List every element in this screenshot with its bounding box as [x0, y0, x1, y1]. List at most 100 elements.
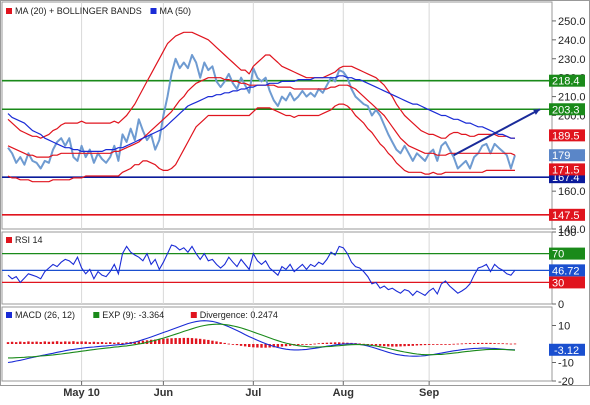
macd-divergence-bar: [51, 341, 55, 344]
price-value-tag-label-2: 171.5: [552, 164, 580, 176]
macd-divergence-bar: [391, 344, 394, 347]
macd-divergence-bar: [464, 343, 468, 345]
macd-divergence-bar: [243, 344, 247, 347]
macd-divergence-bar: [489, 342, 492, 344]
macd-divergence-bar: [415, 344, 419, 346]
macd-value-tag-0: [549, 343, 585, 356]
price-value-tag-1: [549, 149, 585, 162]
macd-divergence-bar: [399, 344, 402, 347]
price-value-tag-0: [549, 129, 585, 142]
macd-divergence-bar: [59, 341, 63, 344]
price-ytick-label-8: 230.0: [558, 54, 586, 66]
macd-divergence-bar: [137, 341, 141, 344]
macd-divergence-bar: [64, 341, 67, 344]
macd-divergence-bar: [513, 343, 517, 345]
macd-divergence-bar: [104, 342, 108, 344]
rsi-hline-label-0: 70: [552, 249, 564, 261]
rsi-legend-swatch-0: [6, 237, 12, 243]
price-hline-tag-3: [549, 208, 585, 221]
macd-divergence-bar: [423, 344, 427, 346]
macd-divergence-bar: [76, 341, 79, 344]
macd-divergence-bar: [223, 342, 226, 344]
macd-divergence-bar: [133, 341, 136, 344]
macd-divergence-bar: [252, 344, 255, 348]
price-hline-label-3: 147.5: [552, 210, 580, 222]
macd-divergence-bar: [501, 343, 504, 345]
macd-divergence-bar: [456, 343, 459, 345]
macd-divergence-bar: [215, 341, 218, 344]
macd-divergence-bar: [55, 341, 59, 344]
macd-divergence-bar: [268, 344, 271, 348]
x-label-2: Jul: [245, 387, 261, 399]
macd-divergence-bar: [194, 338, 198, 344]
price-series-bb_upper: [7, 31, 515, 139]
macd-divergence-bar: [448, 344, 451, 345]
macd-divergence-bar: [378, 344, 382, 346]
price-hline-tag-0: [549, 74, 585, 87]
macd-divergence-bar: [411, 344, 414, 346]
macd-divergence-bar: [88, 342, 91, 344]
macd-ytick-label-0: -20: [558, 376, 574, 388]
macd-divergence-bar: [190, 338, 194, 344]
macd-divergence-bar: [39, 341, 42, 344]
rsi-hline-label-1: 30: [552, 277, 564, 289]
macd-divergence-bar: [27, 341, 30, 344]
rsi-legend-label-0: RSI 14: [15, 235, 43, 245]
macd-ytick-label-1: -10: [558, 358, 574, 370]
macd-divergence-bar: [272, 344, 275, 348]
macd-divergence-bar: [186, 337, 190, 344]
macd-divergence-bar: [260, 344, 263, 348]
macd-divergence-bar: [468, 343, 472, 344]
macd-divergence-bar: [395, 344, 398, 347]
macd-divergence-bar: [432, 344, 435, 345]
macd-divergence-bar: [436, 344, 439, 345]
macd-divergence-bar: [407, 344, 410, 347]
macd-divergence-bar: [288, 344, 292, 346]
rsi-ytick-label-0: 0: [558, 299, 564, 311]
macd-series-signal: [8, 323, 516, 359]
macd-divergence-bar: [382, 344, 386, 347]
price-legend-swatch-1: [150, 8, 157, 14]
macd-legend-swatch-0: [6, 312, 12, 318]
macd-divergence-bar: [358, 343, 361, 345]
macd-ytick-label-2: 10: [558, 321, 570, 333]
macd-divergence-bar: [113, 342, 116, 344]
macd-divergence-bar: [440, 344, 443, 345]
projection-arrow-head: [533, 109, 540, 115]
macd-legend-label-0: MACD (26, 12): [15, 310, 75, 320]
macd-divergence-bar: [68, 341, 71, 344]
macd-divergence-bar: [333, 342, 337, 344]
price-ytick-label-1: 160.0: [558, 186, 586, 198]
price-hline-tag-1: [549, 103, 585, 116]
macd-divergence-bar: [419, 344, 423, 346]
price-legend-swatch-0: [6, 8, 12, 14]
macd-divergence-bar: [96, 342, 100, 344]
price-value-tag-2: [549, 163, 585, 176]
macd-legend-swatch-2: [190, 312, 197, 318]
macd-divergence-bar: [109, 342, 112, 344]
rsi-panel: [1, 231, 553, 305]
macd-divergence-bar: [207, 339, 210, 344]
macd-value-tag-label-0: -3.12: [554, 345, 579, 357]
macd-divergence-bar: [178, 338, 181, 344]
macd-divergence-bar: [301, 344, 304, 345]
x-label-0: May 10: [63, 387, 100, 399]
macd-divergence-bar: [481, 342, 484, 344]
price-ytick-label-9: 240.0: [558, 35, 586, 47]
macd-divergence-bar: [460, 343, 464, 345]
rsi-series-rsi: [7, 244, 516, 297]
macd-divergence-bar: [35, 341, 38, 344]
macd-divergence-bar: [80, 341, 83, 344]
macd-divergence-bar: [342, 342, 345, 344]
macd-divergence-bar: [403, 344, 406, 347]
macd-legend-label-1: EXP (9): -3.364: [102, 310, 164, 320]
rsi-hline-tag-1: [549, 276, 585, 289]
price-value-tag-label-0: 189.5: [552, 130, 580, 142]
x-label-4: Sep: [419, 387, 439, 399]
x-label-3: Aug: [333, 387, 354, 399]
macd-divergence-bar: [158, 339, 161, 344]
macd-divergence-bar: [280, 344, 284, 347]
macd-divergence-bar: [329, 342, 333, 344]
